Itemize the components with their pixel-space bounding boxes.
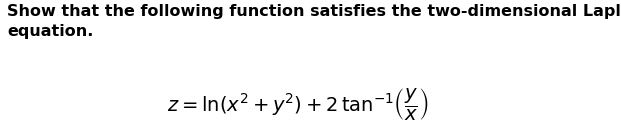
Text: Show that the following function satisfies the two-dimensional Laplace’s
equatio: Show that the following function satisfi…	[7, 4, 621, 39]
Text: $z = \ln(x^2 + y^2) + 2\,\tan^{-1}\!\left(\dfrac{y}{x}\right)$: $z = \ln(x^2 + y^2) + 2\,\tan^{-1}\!\lef…	[168, 87, 428, 123]
